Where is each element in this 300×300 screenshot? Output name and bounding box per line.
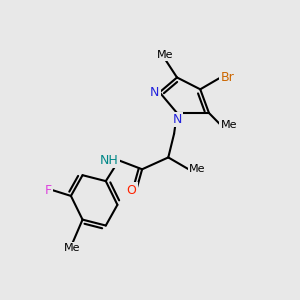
Text: N: N (150, 86, 160, 99)
Text: Me: Me (189, 164, 205, 174)
Text: Br: Br (220, 71, 234, 84)
Text: Me: Me (220, 120, 237, 130)
Text: O: O (126, 184, 136, 196)
Text: N: N (172, 113, 182, 126)
Text: F: F (45, 184, 52, 196)
Text: Me: Me (157, 50, 174, 60)
Text: Me: Me (64, 243, 81, 253)
Text: NH: NH (100, 154, 119, 167)
